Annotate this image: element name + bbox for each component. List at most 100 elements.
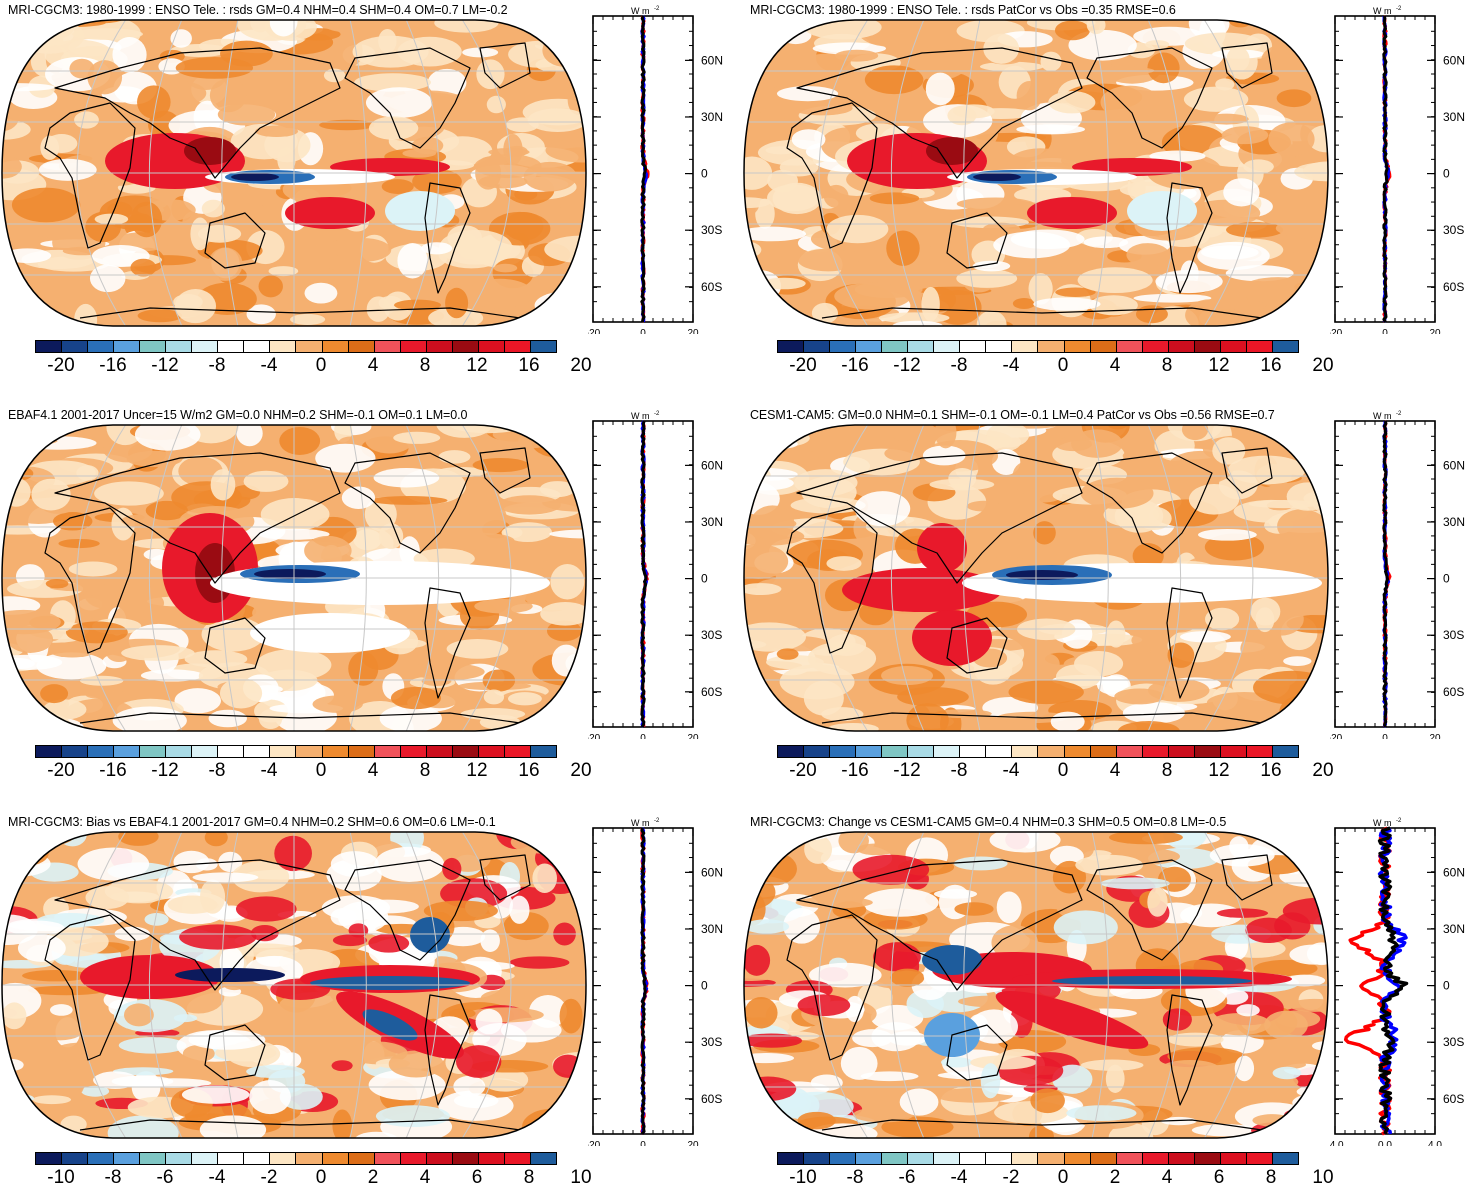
field-patch xyxy=(453,1093,499,1109)
zonal-unit-sup: -2 xyxy=(654,6,660,12)
graticule xyxy=(2,832,586,1138)
colorbar-tick-label: -20 xyxy=(47,355,75,376)
field-patch xyxy=(201,199,225,218)
field-patch xyxy=(546,620,582,642)
field-patch xyxy=(249,1080,291,1115)
field-patch xyxy=(1185,299,1236,326)
field-patch xyxy=(1284,1109,1308,1121)
field-patch xyxy=(364,497,397,532)
field-patch xyxy=(1050,711,1085,731)
continent-outline xyxy=(1086,47,1213,149)
field-patch xyxy=(192,872,259,883)
field-patch xyxy=(474,599,533,614)
field-patch xyxy=(744,316,781,326)
colorbar-swatch xyxy=(114,1153,141,1164)
colorbar-tick-label: 4 xyxy=(1109,355,1121,376)
colorbar-swatch xyxy=(322,746,349,757)
colorbar xyxy=(777,1152,1299,1165)
colorbar-swatch xyxy=(62,1153,89,1164)
field-patch xyxy=(1197,241,1270,271)
field-patch xyxy=(40,135,60,160)
colorbar-tick-label: -6 xyxy=(898,1167,916,1188)
colorbar-swatch xyxy=(114,341,141,352)
zonal-lat-tick-label: 0 xyxy=(701,167,708,181)
field-patch xyxy=(258,709,283,730)
colorbar-swatch xyxy=(348,746,375,757)
field-patch xyxy=(1105,1064,1125,1093)
field-patch xyxy=(826,556,862,571)
field-patch xyxy=(1012,462,1037,492)
zonal-lat-tick-label: 60N xyxy=(701,865,723,879)
colorbar-swatch xyxy=(1116,1153,1143,1164)
field-patch xyxy=(1180,631,1231,643)
field-patch xyxy=(1221,126,1269,145)
field-patch xyxy=(1126,243,1170,267)
colorbar-swatch xyxy=(856,746,883,757)
field-patch xyxy=(279,426,321,455)
colorbar-swatch xyxy=(218,746,245,757)
field-patch xyxy=(555,1095,586,1127)
colorbar-swatch xyxy=(270,746,297,757)
field-patch xyxy=(438,450,471,464)
field-patch xyxy=(929,478,995,491)
field-patch xyxy=(457,233,479,259)
field-patch xyxy=(62,246,102,256)
zonal-lat-tick-label: 0 xyxy=(701,979,708,993)
colorbar-swatch xyxy=(218,1153,245,1164)
continent-outline xyxy=(946,1024,1008,1081)
field-patch xyxy=(523,161,577,192)
field-patch xyxy=(488,147,530,157)
field-patch xyxy=(2,47,28,70)
field-patch xyxy=(1304,1108,1328,1138)
colorbar-tick-label: 20 xyxy=(570,760,592,781)
colorbar-swatch xyxy=(374,746,401,757)
continent-outline xyxy=(821,1119,1263,1131)
colorbar-swatch xyxy=(960,341,987,352)
colorbar-swatch xyxy=(1012,341,1039,352)
continent-outline xyxy=(1221,854,1273,901)
zonal-x-tick-label: -4.0 xyxy=(1330,1140,1344,1146)
field-patch xyxy=(1091,720,1137,731)
colorbar-swatch xyxy=(1194,1153,1221,1164)
colorbar-swatch xyxy=(1272,746,1298,757)
zonal-unit-label: W m xyxy=(631,6,650,16)
field-patch xyxy=(236,425,263,447)
colorbar xyxy=(777,745,1299,758)
field-patch xyxy=(869,192,920,205)
field-patch xyxy=(1071,429,1123,458)
field-patch xyxy=(1310,832,1328,860)
field-patch xyxy=(65,621,128,644)
colorbar-tick-label: 4 xyxy=(419,1167,431,1188)
field-patch xyxy=(200,879,226,914)
map-field xyxy=(744,20,1328,326)
continent-outline xyxy=(1166,587,1213,699)
field-patch xyxy=(1294,162,1328,182)
map-field xyxy=(744,832,1328,1138)
continent-outline xyxy=(786,914,878,1061)
field-patch xyxy=(811,302,839,324)
colorbar-swatch xyxy=(166,341,193,352)
field-patch xyxy=(208,709,247,728)
field-patch xyxy=(475,1008,503,1035)
field-patch xyxy=(174,688,222,714)
field-patch xyxy=(40,684,69,704)
field-patch xyxy=(1080,1059,1144,1071)
field-patch xyxy=(41,832,81,838)
field-patch xyxy=(94,213,129,225)
field-patch xyxy=(744,1076,797,1102)
field-patch xyxy=(217,103,276,126)
field-patch xyxy=(810,1074,843,1091)
field-patch xyxy=(1068,29,1137,61)
field-patch xyxy=(348,923,369,938)
colorbar-swatch xyxy=(426,746,453,757)
field-patch xyxy=(2,425,39,430)
continent-outline xyxy=(204,617,266,674)
colorbar-swatch xyxy=(1168,1153,1195,1164)
field-patch xyxy=(1307,719,1328,731)
field-patch xyxy=(954,902,994,916)
continent-outline xyxy=(1166,182,1213,294)
field-patch xyxy=(1016,81,1043,111)
colorbar-tick-label: -8 xyxy=(208,355,226,376)
continent-outline xyxy=(786,102,878,249)
colorbar-swatch xyxy=(530,341,556,352)
